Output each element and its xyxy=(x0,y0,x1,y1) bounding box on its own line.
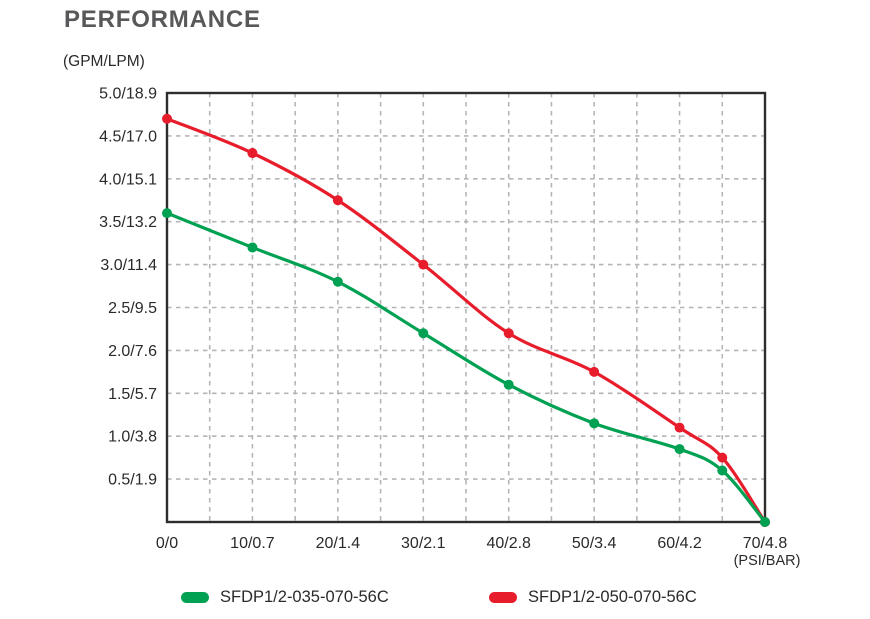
legend-item-red: SFDP1/2-050-070-56C xyxy=(489,588,697,607)
data-point-marker xyxy=(674,444,685,455)
data-point-marker xyxy=(332,195,343,206)
legend-label-green: SFDP1/2-035-070-56C xyxy=(220,588,389,606)
plot-border xyxy=(165,91,767,524)
x-tick-label: 0/0 xyxy=(156,535,178,552)
y-tick-label: 3.5/13.2 xyxy=(99,214,157,231)
data-point-marker xyxy=(674,422,685,433)
data-point-marker xyxy=(589,418,600,429)
y-tick-label: 4.0/15.1 xyxy=(99,171,157,188)
x-tick-label: 70/4.8 xyxy=(743,535,788,552)
x-tick-label: 60/4.2 xyxy=(657,535,702,552)
data-point-marker xyxy=(760,517,770,527)
data-point-marker xyxy=(717,465,728,476)
green-series-swatch-icon xyxy=(181,592,209,603)
x-axis-unit-label: (PSI/BAR) xyxy=(733,553,801,569)
y-tick-label: 3.0/11.4 xyxy=(100,257,157,274)
y-tick-label: 5.0/18.9 xyxy=(99,86,157,103)
data-point-marker xyxy=(503,379,514,390)
red-series-swatch-icon xyxy=(489,592,517,603)
y-tick-label: 1.0/3.8 xyxy=(108,429,157,446)
legend-item-green: SFDP1/2-035-070-56C xyxy=(181,588,389,607)
x-tick-label: 40/2.8 xyxy=(486,535,531,552)
x-tick-label: 20/1.4 xyxy=(316,535,361,552)
data-point-marker xyxy=(162,113,172,124)
data-point-marker xyxy=(717,452,728,463)
legend-label-red: SFDP1/2-050-070-56C xyxy=(528,588,697,606)
y-tick-label: 2.5/9.5 xyxy=(108,300,157,317)
y-tick-label: 0.5/1.9 xyxy=(108,472,157,489)
legend: SFDP1/2-035-070-56C SFDP1/2-050-070-56C xyxy=(0,588,870,612)
x-tick-label: 30/2.1 xyxy=(401,535,446,552)
y-axis-unit-label: (GPM/LPM) xyxy=(63,53,145,70)
y-tick-label: 4.5/17.0 xyxy=(99,128,157,145)
data-point-marker xyxy=(418,328,429,339)
y-tick-label: 2.0/7.6 xyxy=(108,343,157,360)
data-point-marker xyxy=(589,366,600,377)
chart-title: PERFORMANCE xyxy=(64,6,261,33)
data-point-marker xyxy=(247,148,258,159)
y-tick-label: 1.5/5.7 xyxy=(108,386,157,403)
x-tick-label: 10/0.7 xyxy=(230,535,275,552)
data-point-marker xyxy=(247,242,258,253)
data-point-marker xyxy=(332,276,343,287)
data-point-marker xyxy=(503,328,514,339)
data-point-marker xyxy=(418,259,429,270)
data-point-marker xyxy=(162,208,172,219)
series-curve xyxy=(165,117,767,524)
x-tick-label: 50/3.4 xyxy=(572,535,617,552)
